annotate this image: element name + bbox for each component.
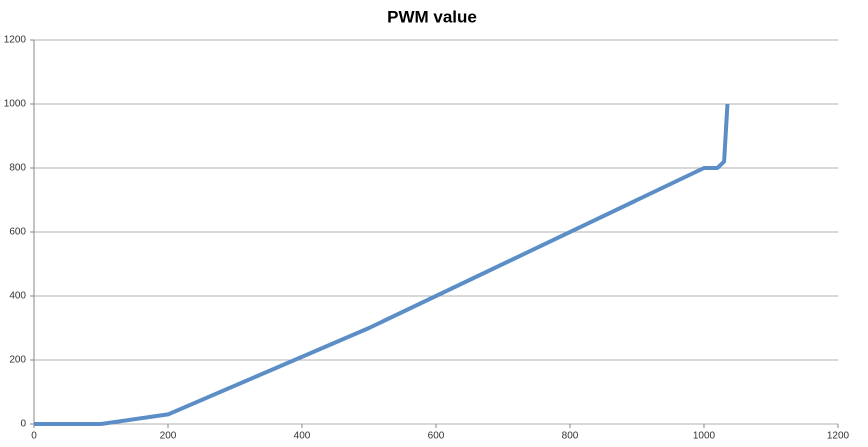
- x-tick-label: 600: [428, 431, 445, 442]
- x-tick-label: 200: [160, 431, 177, 442]
- y-tick-label: 0: [20, 419, 26, 430]
- data-line: [34, 103, 730, 426]
- y-tick-label: 400: [9, 291, 26, 302]
- x-tick-label: 800: [562, 431, 579, 442]
- y-tick-label: 1000: [4, 99, 27, 110]
- y-tick-label: 600: [9, 227, 26, 238]
- x-tick-label: 1200: [827, 431, 850, 442]
- y-tick-label: 1200: [4, 35, 27, 46]
- x-tick-label: 1000: [693, 431, 716, 442]
- x-tick-label: 0: [31, 431, 37, 442]
- y-tick-label: 200: [9, 355, 26, 366]
- x-tick-label: 400: [294, 431, 311, 442]
- y-tick-label: 800: [9, 163, 26, 174]
- chart-title: PWM value: [387, 7, 477, 26]
